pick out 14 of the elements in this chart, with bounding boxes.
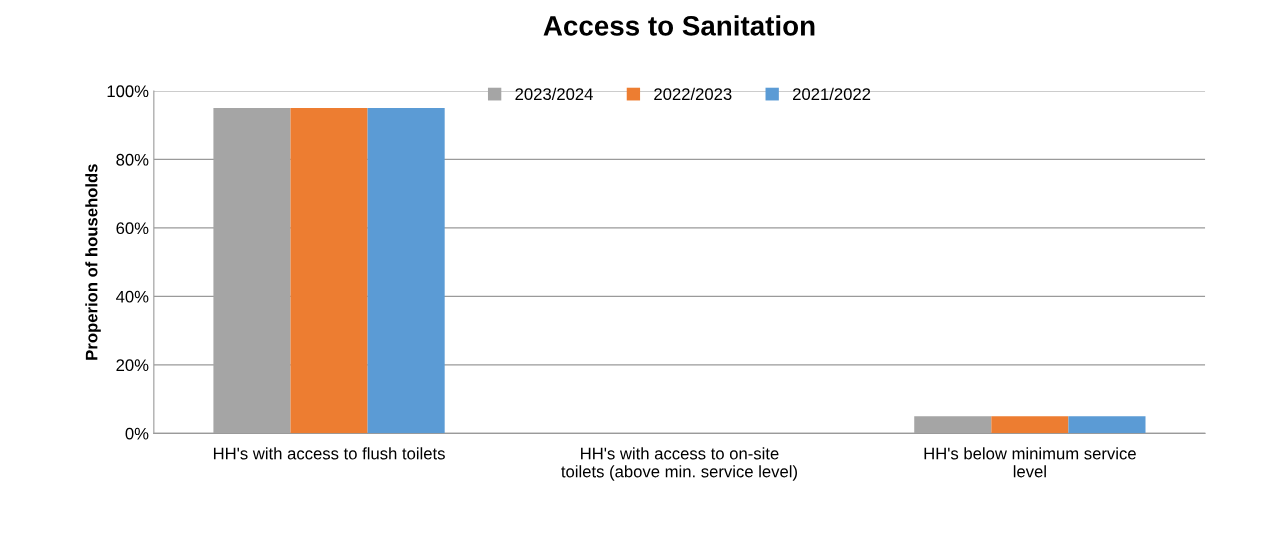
y-tick-label: 80% [116, 153, 149, 166]
y-tick-label: 20% [116, 359, 149, 372]
chart-title: Access to Sanitation [543, 15, 815, 36]
y-axis-title: Properion of households [85, 164, 101, 360]
y-tick-label: 60% [116, 222, 149, 235]
legend-label: 2023/2024 [515, 87, 593, 101]
legend-label: 2021/2022 [793, 87, 871, 101]
y-tick-label: 100% [107, 85, 149, 98]
x-tick-label: HH's below minimum service level [924, 447, 1136, 478]
y-tick-label: 0% [125, 427, 149, 440]
x-tick-label: HH's with access to on-site toilets (above min. service level) [561, 447, 797, 481]
y-tick-label: 40% [116, 290, 149, 303]
legend-label: 2022/2023 [654, 87, 732, 101]
x-tick-label: HH's with access to flush toilets [213, 447, 445, 460]
